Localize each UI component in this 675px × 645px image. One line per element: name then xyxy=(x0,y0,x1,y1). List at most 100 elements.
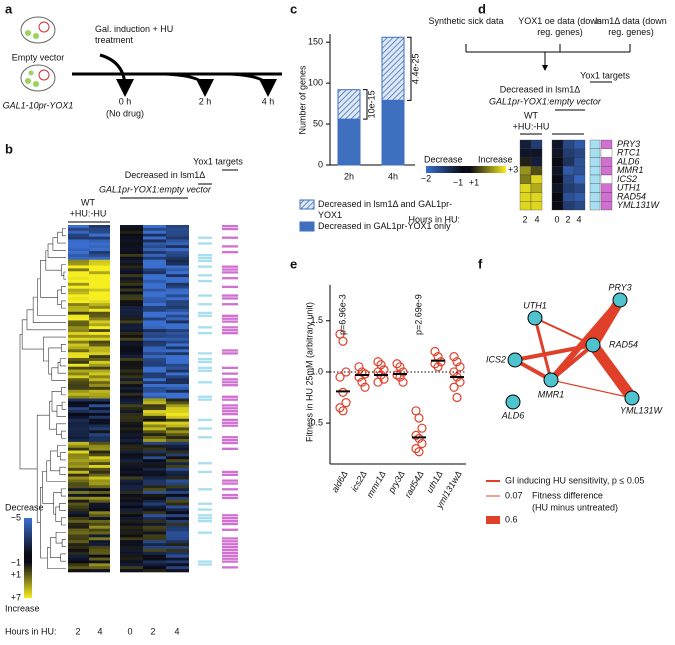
data-point xyxy=(436,357,446,367)
heatmap-cell xyxy=(143,323,166,327)
source-label: Synthetic sick data xyxy=(428,16,504,26)
target-tick xyxy=(198,531,212,534)
heatmap-cell xyxy=(143,363,166,367)
heatmap-cell xyxy=(143,253,166,258)
heatmap-cell xyxy=(166,323,189,327)
target-tick xyxy=(222,528,238,531)
heatmap-cell xyxy=(120,236,143,240)
heatmap-cell xyxy=(120,297,143,301)
heatmap-cell xyxy=(120,291,143,295)
heatmap-cell xyxy=(573,201,586,211)
legend-label: GI inducing HU sensitivity, p ≤ 0.05 xyxy=(505,475,644,485)
heatmap-cell xyxy=(143,540,166,544)
heatmap-cell xyxy=(68,433,89,437)
heatmap-cell xyxy=(166,291,189,295)
target-tick xyxy=(198,381,212,384)
heatmap-cell xyxy=(143,543,166,547)
heatmap-cell xyxy=(120,444,143,448)
heatmap-cell xyxy=(120,427,143,431)
heatmap-cell xyxy=(166,491,189,495)
heatmap-cell xyxy=(68,447,89,451)
dendrogram xyxy=(60,488,66,497)
heatmap-cell xyxy=(89,245,110,249)
panel-b-brackets xyxy=(68,169,238,223)
heatmap-cell xyxy=(68,352,89,356)
heatmap-cell xyxy=(143,375,166,379)
heatmap-cell xyxy=(120,384,143,388)
heatmap-cell xyxy=(143,308,166,313)
heatmap-cell xyxy=(143,242,166,246)
heatmap-cell xyxy=(89,337,110,341)
heatmap-cell xyxy=(166,462,189,466)
heatmap-cell xyxy=(143,268,166,272)
heatmap-cell xyxy=(68,444,89,448)
timepoint: 2 h xyxy=(199,96,212,106)
heatmap-cell xyxy=(68,522,89,527)
heatmap-cell xyxy=(143,320,166,324)
heatmap-cell xyxy=(68,395,89,399)
heatmap-cell xyxy=(120,323,143,327)
timepoint: 0 h xyxy=(119,96,132,106)
heatmap-cell xyxy=(143,277,166,281)
target-tick xyxy=(198,326,212,329)
heatmap-cell xyxy=(143,271,166,275)
heatmap-cell xyxy=(68,285,89,289)
heatmap-cell xyxy=(120,407,143,411)
target-tick xyxy=(198,236,212,239)
target-tick xyxy=(198,279,212,283)
heatmap-cell xyxy=(68,248,89,252)
gene-label: PRY3 xyxy=(617,139,640,149)
heatmap-cell xyxy=(89,482,110,486)
heatmap-cell xyxy=(89,436,110,440)
dendrogram xyxy=(21,319,44,350)
heatmap-cell xyxy=(68,337,89,341)
heatmap-cell xyxy=(143,251,166,255)
heatmap-cell xyxy=(120,519,143,524)
heatmap-cell xyxy=(562,192,575,202)
x-tick-label: ics2Δ xyxy=(349,469,369,493)
heatmap-cell xyxy=(68,557,89,561)
heatmap-cell xyxy=(143,291,166,295)
heatmap-cell xyxy=(120,415,143,420)
target-tick xyxy=(198,418,212,422)
target-tick xyxy=(222,320,238,323)
heatmap-cell xyxy=(120,398,143,402)
data-point xyxy=(449,382,459,392)
panel-label: f xyxy=(478,256,483,271)
heatmap-cell xyxy=(68,329,89,333)
heatmap-cell xyxy=(89,488,110,492)
legend-label: 0.07 xyxy=(505,490,523,500)
data-point xyxy=(452,392,462,403)
target-cell xyxy=(589,183,601,193)
heatmap-cell xyxy=(68,340,89,344)
heatmap-cell xyxy=(166,560,189,564)
heatmap-cell xyxy=(89,355,110,359)
heatmap-cell xyxy=(143,502,166,506)
target-tick xyxy=(198,508,212,511)
heatmap-cell xyxy=(89,551,110,555)
heatmap-cell xyxy=(166,230,189,234)
target-tick xyxy=(222,352,238,355)
heatmap-cell xyxy=(68,317,89,321)
heatmap-cell xyxy=(519,139,532,149)
data-point xyxy=(341,367,351,377)
dendrogram xyxy=(61,401,66,410)
heatmap-cell xyxy=(89,456,110,460)
heatmap-cell xyxy=(573,166,586,176)
data-point xyxy=(455,377,465,387)
heatmap-cell xyxy=(68,381,89,385)
heatmap-cell xyxy=(166,401,189,405)
heatmap-cell xyxy=(120,251,143,255)
heatmap-cell xyxy=(89,277,110,281)
heatmap-cell xyxy=(89,566,110,570)
heatmap-cell xyxy=(68,465,89,469)
target-tick xyxy=(198,274,212,277)
heatmap-cell xyxy=(68,456,89,460)
heatmap-cell xyxy=(143,245,166,249)
colorbar-tick: +3 xyxy=(508,164,518,174)
heatmap-cell xyxy=(166,410,189,414)
heatmap-cell xyxy=(519,166,532,176)
heatmap-cell xyxy=(143,248,166,252)
heatmap-cell xyxy=(68,360,89,365)
